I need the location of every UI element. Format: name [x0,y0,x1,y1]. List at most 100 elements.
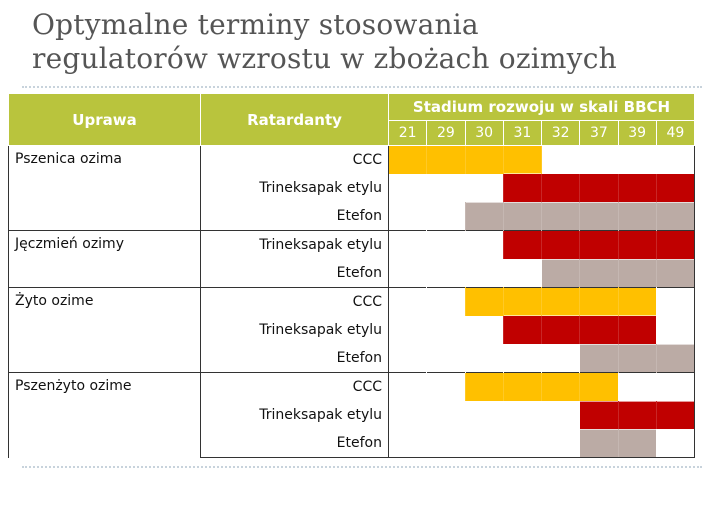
empty-cell [541,144,581,174]
stage-header: 31 [502,120,543,146]
table-row: Trineksapak etylu [9,400,696,430]
table-row: Żyto ozime CCC [8,286,696,373]
empty-cell [426,173,466,203]
empty-cell [503,344,543,373]
timing-bar-cell [579,286,619,316]
timing-bar-cell [618,400,657,430]
empty-cell [426,315,466,345]
empty-cell [579,144,619,174]
timing-bar-cell [579,173,619,203]
crop-name: Pszenica ozima [8,144,201,231]
timing-bar-cell [388,144,428,174]
timing-bar-cell [618,315,657,345]
empty-cell [426,286,466,316]
timing-bar-cell [618,428,657,459]
empty-cell [426,401,466,430]
empty-cell [503,401,543,430]
empty-cell [426,230,466,260]
divider-bottom [22,466,702,468]
empty-cell [388,401,428,430]
timing-bar-cell [503,372,543,402]
table-row: Jęczmień ozimy Trineksapak etylu [8,230,696,288]
empty-cell [541,429,581,459]
timing-bar-cell [618,258,657,288]
timing-bar-cell [579,201,619,231]
empty-cell [426,344,466,373]
empty-cell [656,429,696,459]
table-row: Pszenżyto ozime CCC [8,372,696,458]
timing-bar-cell [656,400,696,430]
empty-cell [465,344,504,373]
retardant-name: CCC [200,144,389,174]
timing-bar-cell [503,315,543,345]
timing-bar-cell [579,400,619,430]
empty-cell [465,230,504,260]
timing-bar-cell [579,315,619,345]
timing-bar-cell [503,201,543,231]
timing-bar-cell [579,343,619,373]
slide-title: Optymalne terminy stosowania regulatorów… [32,8,617,76]
retardant-name: Etefon [200,259,389,288]
timing-bar-cell [656,173,696,203]
timing-bar-cell [503,173,543,203]
empty-cell [656,144,696,174]
empty-cell [618,144,657,174]
timing-bar-cell [541,315,581,345]
retardant-name: Trineksapak etylu [200,315,389,345]
timing-bar-cell [656,230,696,260]
empty-cell [541,401,581,430]
timing-bar-cell [579,230,619,260]
timing-bar-cell [541,173,581,203]
table-row: Etefon [9,343,696,373]
retardant-name: CCC [200,372,389,402]
stage-header: 30 [464,120,504,146]
crop-name: Pszenżyto ozime [8,372,201,458]
retardant-name: Etefon [200,202,389,231]
empty-cell [388,315,428,345]
application-timing-table: Uprawa Ratardanty Stadium rozwoju w skal… [8,93,696,459]
title-line-2: regulatorów wzrostu w zbożach ozimych [32,42,617,75]
empty-cell [388,259,428,288]
empty-cell [388,202,428,231]
timing-bar-cell [579,428,619,459]
title-line-1: Optymalne terminy stosowania [32,8,479,41]
timing-bar-cell [465,372,504,402]
empty-cell [465,173,504,203]
timing-bar-cell [541,201,581,231]
retardant-name: Trineksapak etylu [200,173,389,203]
timing-bar-cell [541,258,581,288]
crop-name: Żyto ozime [8,286,201,373]
stage-header: 32 [540,120,581,146]
timing-bar-cell [503,286,543,316]
empty-cell [465,429,504,459]
retardant-name: Etefon [200,429,389,459]
empty-cell [426,259,466,288]
header-crop: Uprawa [8,93,201,146]
timing-bar-cell [465,201,504,231]
header-stage: Stadium rozwoju w skali BBCH [388,93,695,121]
table-row: Etefon [9,258,696,288]
empty-cell [465,401,504,430]
timing-bar-cell [618,230,657,260]
stage-header: 49 [655,120,696,146]
timing-bar-cell [541,286,581,316]
timing-bar-cell [579,258,619,288]
timing-bar-cell [656,343,696,373]
timing-bar-cell [541,372,581,402]
empty-cell [503,429,543,459]
timing-bar-cell [618,286,657,316]
timing-bar-cell [656,258,696,288]
empty-cell [656,315,696,345]
timing-bar-cell [618,201,657,231]
empty-cell [388,173,428,203]
empty-cell [503,259,543,288]
crop-name: Jęczmień ozimy [8,230,201,288]
empty-cell [656,372,696,402]
stage-header: 37 [579,120,619,146]
timing-bar-cell [426,144,466,174]
empty-cell [426,202,466,231]
empty-cell [388,286,428,316]
empty-cell [656,286,696,316]
empty-cell [465,259,504,288]
table-row: Etefon [9,428,696,459]
